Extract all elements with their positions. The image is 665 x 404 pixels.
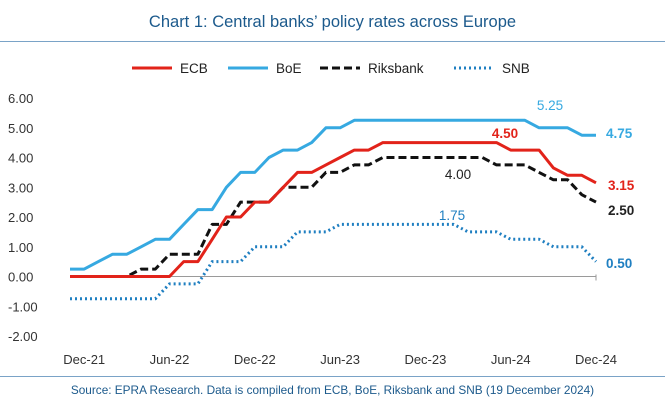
- y-tick-label: 2.00: [8, 210, 33, 225]
- value-label-snb: 0.50: [606, 256, 632, 271]
- y-tick-label: -1.00: [8, 299, 38, 314]
- y-tick-label: 4.00: [8, 151, 33, 166]
- series-line-snb: [70, 222, 598, 301]
- value-label-boe: 4.75: [606, 126, 633, 141]
- y-tick-label: 1.00: [8, 240, 33, 255]
- series-lines: [70, 118, 598, 301]
- x-tick-label: Dec-21: [63, 352, 105, 367]
- series-line-riksbank: [70, 156, 597, 278]
- value-label-riksbank: 2.50: [608, 203, 634, 218]
- chart-title: Chart 1: Central banks’ policy rates acr…: [148, 13, 517, 31]
- annotations: 5.25 4.75 4.50 3.15 4.00 2.50 1.75 0.50: [439, 98, 635, 271]
- value-label-riksbank: 4.00: [445, 167, 471, 182]
- value-label-ecb: 4.50: [492, 126, 518, 141]
- footer-rule: [0, 376, 665, 377]
- legend-label-snb: SNB: [502, 61, 530, 76]
- title-rule: [0, 41, 665, 42]
- series-line-ecb: [70, 141, 597, 278]
- value-label-ecb: 3.15: [608, 178, 635, 193]
- x-tick-label: Jun-22: [150, 352, 190, 367]
- x-tick-label: Dec-23: [404, 352, 446, 367]
- legend-label-boe: BoE: [276, 61, 302, 76]
- y-tick-label: 0.00: [8, 270, 33, 285]
- x-tick-label: Jun-24: [491, 352, 531, 367]
- y-tick-label: 3.00: [8, 180, 33, 195]
- y-tick-label: 5.00: [8, 121, 33, 136]
- legend-label-ecb: ECB: [180, 61, 208, 76]
- y-tick-label: -2.00: [8, 329, 38, 344]
- value-label-snb: 1.75: [439, 208, 465, 223]
- value-label-boe: 5.25: [537, 98, 563, 113]
- x-tick-label: Dec-22: [234, 352, 276, 367]
- x-tick-label: Dec-24: [575, 352, 617, 367]
- series-line-boe: [70, 118, 596, 271]
- legend-label-riksbank: Riksbank: [368, 61, 424, 76]
- source-note: Source: EPRA Research. Data is compiled …: [70, 383, 595, 397]
- y-axis-ticks: 6.00 5.00 4.00 3.00 2.00 1.00 0.00 -1.00 -2.00: [8, 91, 38, 344]
- x-tick-label: Jun-23: [320, 352, 360, 367]
- y-tick-label: 6.00: [8, 91, 33, 106]
- legend: ECB BoE Riksbank SNB: [132, 61, 530, 76]
- x-axis-ticks: Dec-21 Jun-22 Dec-22 Jun-23 Dec-23 Jun-24 Dec-…: [63, 352, 617, 367]
